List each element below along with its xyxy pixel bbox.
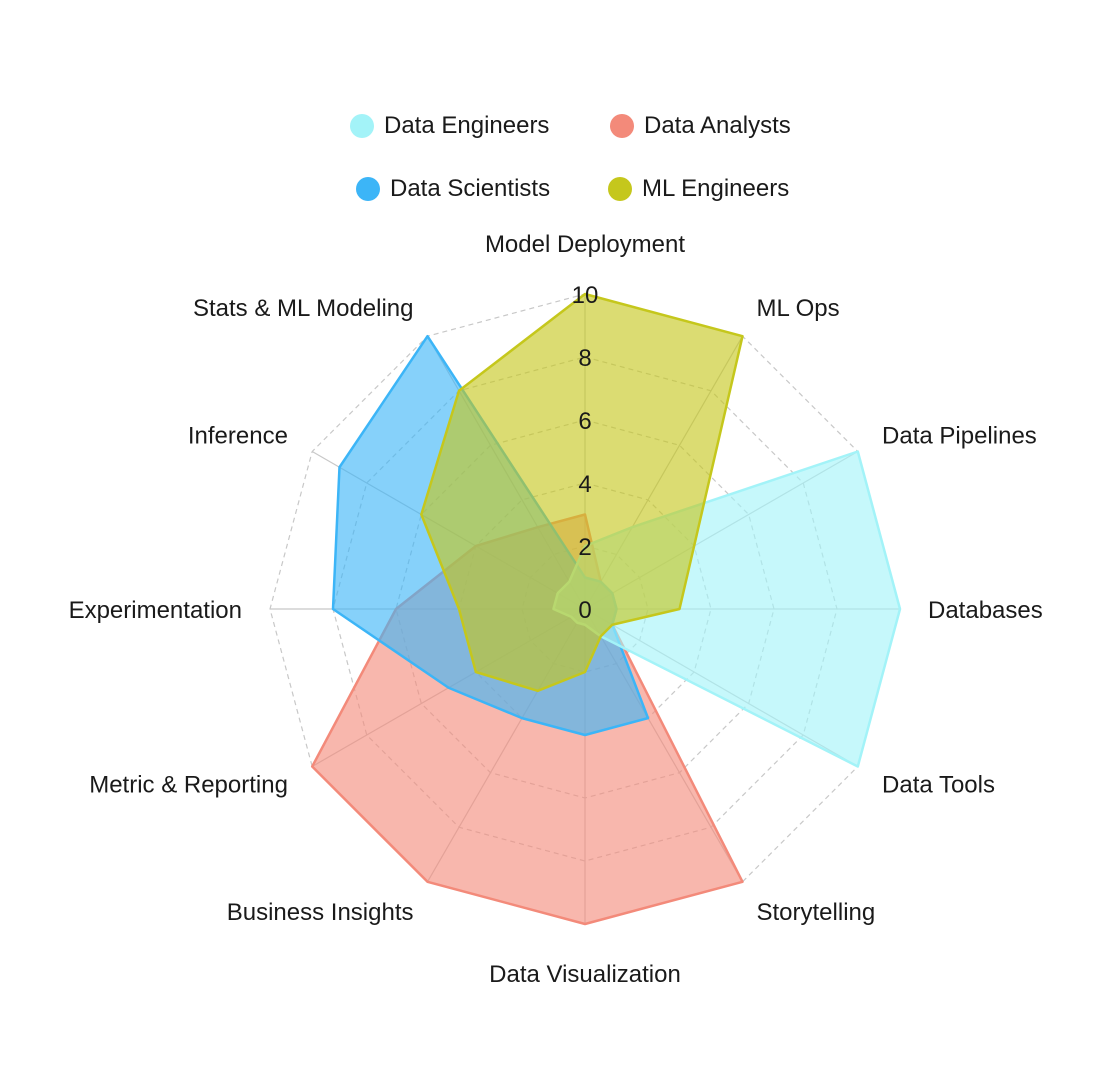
legend-swatch-ml-engineers: [608, 177, 632, 201]
legend-label: ML Engineers: [642, 175, 790, 202]
legend-label: Data Analysts: [644, 112, 791, 139]
legend-label: Data Scientists: [390, 175, 551, 202]
tick-label: 4: [578, 471, 591, 498]
radar-series: [310, 292, 902, 926]
axis-label: Inference: [188, 423, 288, 450]
legend-swatch-data-scientists: [356, 177, 380, 201]
axis-label: Experimentation: [69, 597, 242, 624]
axis-label: Data Pipelines: [882, 423, 1037, 450]
radial-ticks: 0 2 4 6 8 10: [572, 282, 599, 624]
axis-labels: Model Deployment ML Ops Data Pipelines Data…: [69, 231, 1043, 988]
axis-label: ML Ops: [757, 295, 840, 322]
legend-item-data-engineers[interactable]: Data Engineers: [350, 112, 549, 140]
legend-item-data-analysts[interactable]: Data Analysts: [610, 112, 791, 140]
axis-label: Stats & ML Modeling: [193, 295, 414, 322]
legend-item-ml-engineers[interactable]: ML Engineers: [608, 175, 789, 203]
axis-label: Storytelling: [757, 899, 876, 926]
legend-item-data-scientists[interactable]: Data Scientists: [356, 175, 550, 203]
tick-label: 0: [578, 597, 591, 624]
axis-label: Databases: [928, 597, 1043, 624]
axis-label: Data Tools: [882, 772, 995, 799]
series-area-ml-engineers[interactable]: [420, 292, 744, 693]
legend-swatch-data-analysts: [610, 114, 634, 138]
legend-swatch-data-engineers: [350, 114, 374, 138]
tick-label: 8: [578, 345, 591, 372]
tick-label: 2: [578, 534, 591, 561]
axis-label: Data Visualization: [489, 961, 681, 988]
tick-label: 6: [578, 408, 591, 435]
axis-label: Model Deployment: [485, 231, 685, 258]
tick-label: 10: [572, 282, 599, 309]
axis-label: Business Insights: [227, 899, 414, 926]
legend-label: Data Engineers: [384, 112, 550, 139]
axis-label: Metric & Reporting: [89, 772, 288, 799]
